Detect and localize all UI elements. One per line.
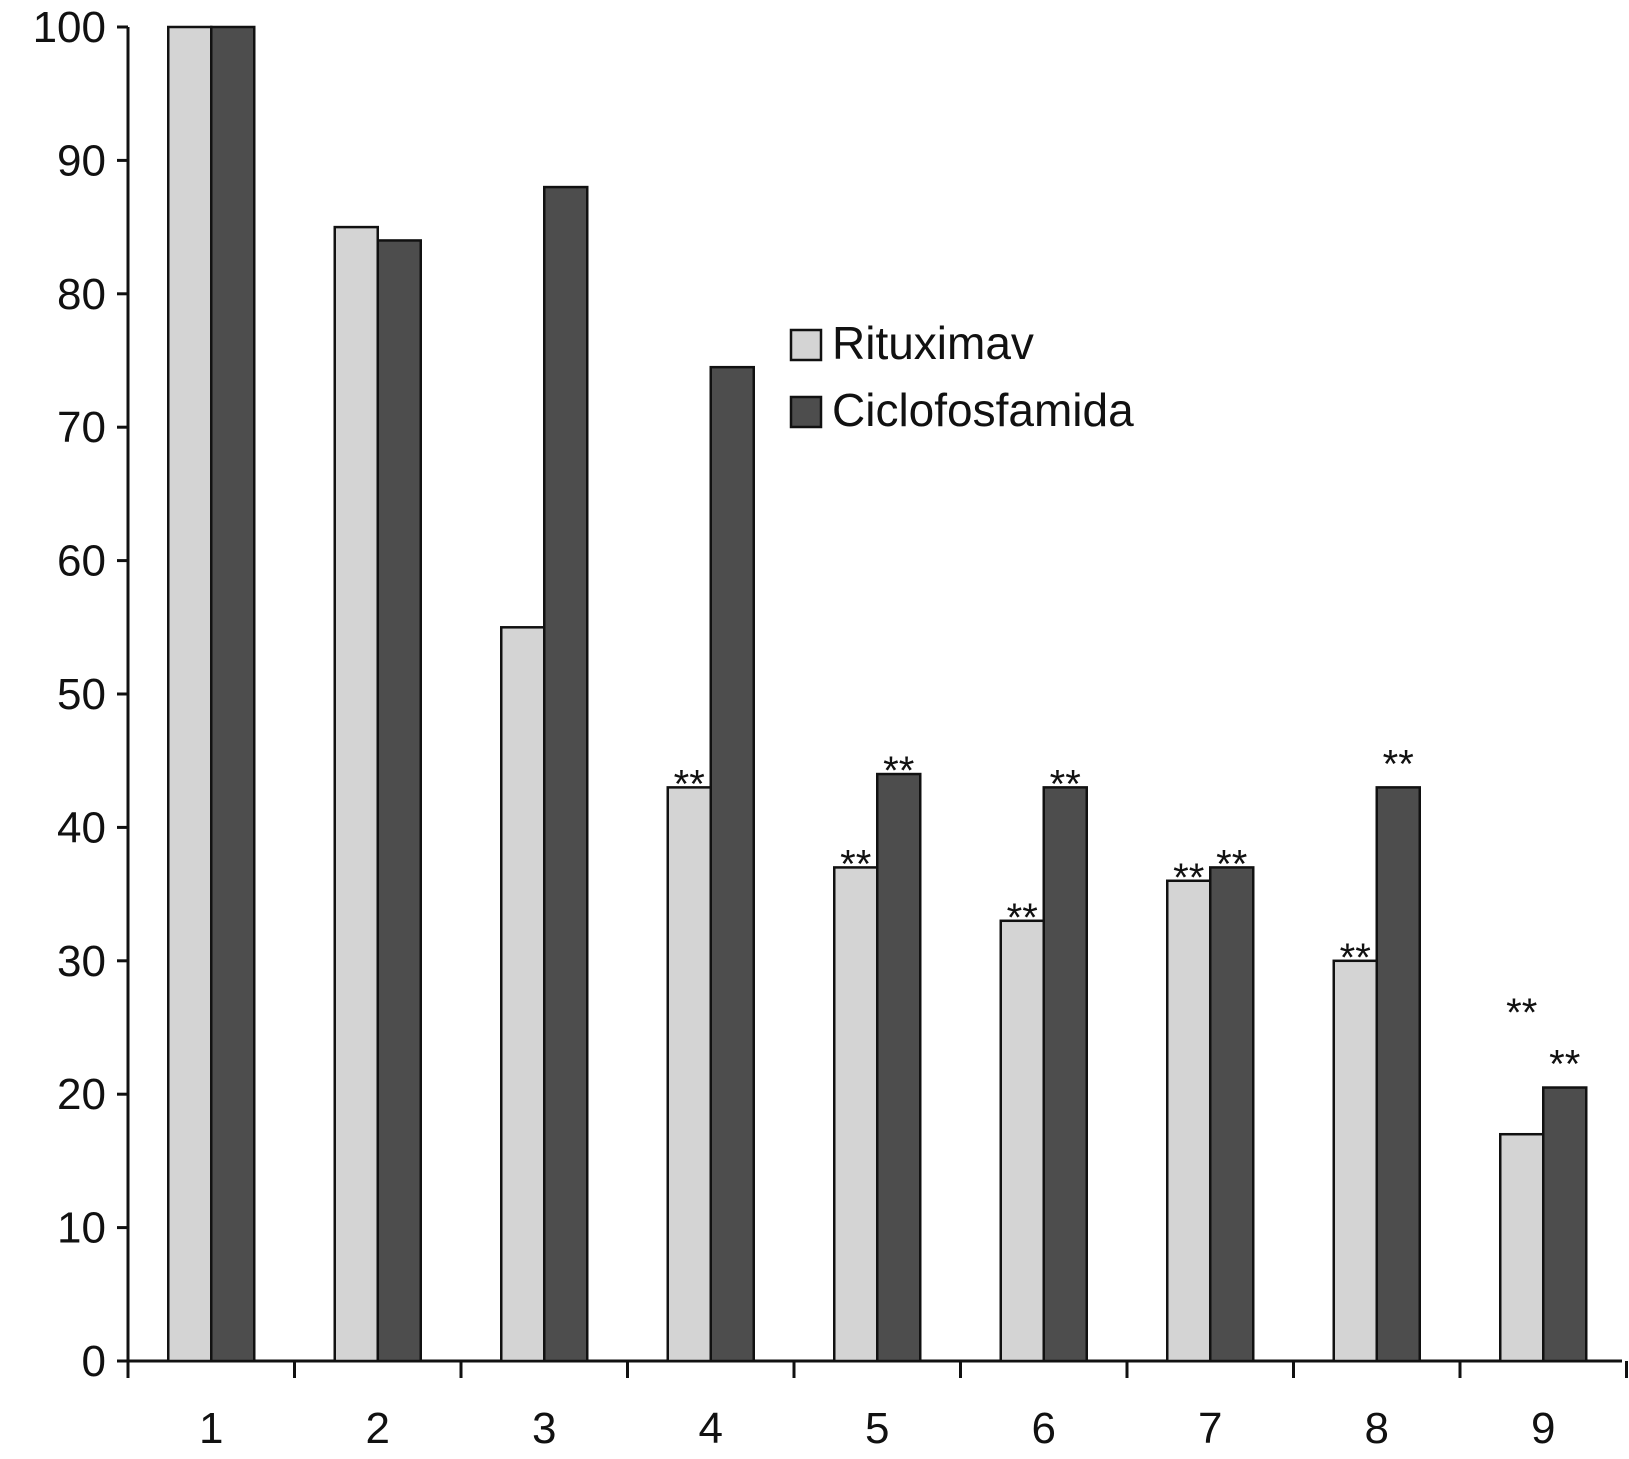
y-tick-label: 50 <box>57 670 106 719</box>
x-tick-label: 8 <box>1365 1404 1389 1453</box>
x-tick-label: 7 <box>1198 1404 1222 1453</box>
bar-rituximav-1 <box>167 25 213 1363</box>
y-axis: 0 10 20 30 40 50 60 70 80 90 100 <box>33 3 130 1386</box>
significance-marker: ** <box>1173 856 1204 900</box>
y-tick-label: 80 <box>57 270 106 319</box>
bar-rituximav-4 <box>666 786 712 1363</box>
x-tick-label: 3 <box>532 1404 556 1453</box>
x-tick-label: 2 <box>366 1404 390 1453</box>
y-tick-label: 20 <box>57 1070 106 1119</box>
x-tick-label: 1 <box>199 1404 223 1453</box>
y-tick-label: 100 <box>33 3 106 52</box>
significance-marker: ** <box>1549 1043 1580 1087</box>
significance-marker: ** <box>674 762 705 806</box>
bar-rituximav-8 <box>1332 959 1378 1363</box>
bar-ciclofosfamida-8 <box>1375 786 1421 1363</box>
bar-ciclofosfamida-3 <box>543 185 589 1363</box>
bar-ciclofosfamida-2 <box>376 239 422 1363</box>
legend: Rituximav Ciclofosfamida <box>789 317 1134 436</box>
y-tick-label: 40 <box>57 803 106 852</box>
y-tick-label: 70 <box>57 403 106 452</box>
y-tick-label: 30 <box>57 937 106 986</box>
significance-marker: ** <box>1383 742 1414 786</box>
legend-swatch <box>789 328 823 362</box>
x-tick-label: 6 <box>1032 1404 1056 1453</box>
y-tick-label: 10 <box>57 1204 106 1253</box>
bar-rituximav-9 <box>1499 1132 1545 1363</box>
bars <box>167 25 1588 1363</box>
bar-ciclofosfamida-6 <box>1042 786 1088 1363</box>
bar-ciclofosfamida-1 <box>210 25 256 1363</box>
x-tick-label: 5 <box>865 1404 889 1453</box>
significance-marker: ** <box>1216 842 1247 886</box>
y-tick-label: 60 <box>57 537 106 586</box>
legend-label: Ciclofosfamida <box>832 384 1134 436</box>
significance-marker: ** <box>1050 762 1081 806</box>
significance-marker: ** <box>1007 896 1038 940</box>
bar-ciclofosfamida-7 <box>1209 866 1255 1363</box>
significance-marker: ** <box>1506 991 1537 1035</box>
bar-rituximav-7 <box>1166 879 1212 1363</box>
bar-rituximav-2 <box>333 225 379 1363</box>
x-tick-label: 9 <box>1531 1404 1555 1453</box>
x-axis: 1 2 3 4 5 6 7 8 9 <box>126 1359 1628 1453</box>
bar-ciclofosfamida-4 <box>709 365 755 1363</box>
bar-rituximav-5 <box>833 866 879 1363</box>
y-tick-label: 0 <box>82 1337 106 1386</box>
bar-rituximav-6 <box>999 919 1045 1363</box>
significance-marker: ** <box>883 749 914 793</box>
significance-annotations: ** ** ** ** ** ** ** ** ** ** ** <box>674 742 1581 1086</box>
significance-marker: ** <box>840 842 871 886</box>
legend-label: Rituximav <box>832 317 1034 369</box>
x-tick-label: 4 <box>699 1404 723 1453</box>
significance-marker: ** <box>1340 936 1371 980</box>
bar-ciclofosfamida-5 <box>876 772 922 1363</box>
bar-rituximav-3 <box>500 626 546 1363</box>
y-tick-label: 90 <box>57 136 106 185</box>
bar-ciclofosfamida-9 <box>1542 1086 1588 1363</box>
legend-swatch <box>789 395 823 429</box>
